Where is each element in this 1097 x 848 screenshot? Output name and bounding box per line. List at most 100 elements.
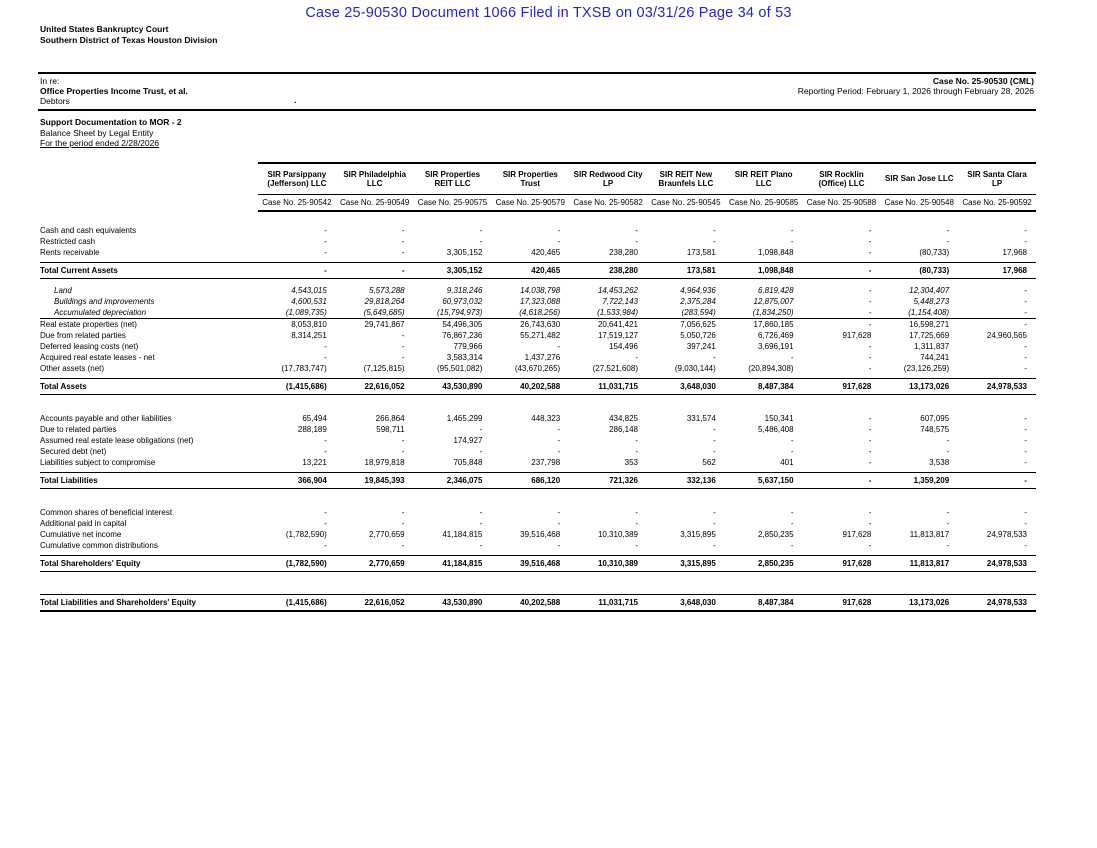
cell-value: 7,056,625 bbox=[680, 320, 716, 329]
cell-value: - bbox=[868, 447, 872, 456]
row-label: Other assets (net) bbox=[40, 364, 105, 373]
table-row: Deferred leasing costs (net) - - 779,966 - 15… bbox=[40, 341, 1036, 352]
cell-value: - bbox=[868, 248, 872, 257]
entity-cases-row: Case No. 25-90542 Case No. 25-90549 Case N… bbox=[258, 195, 1036, 210]
cell-value: - bbox=[790, 447, 794, 456]
row-label: Accumulated depreciation bbox=[54, 308, 147, 317]
cell-value: 721,326 bbox=[609, 476, 638, 485]
cell-value: 41,184,815 bbox=[442, 559, 483, 568]
table-row: Acquired real estate leases - net - - 3,583… bbox=[40, 352, 1036, 363]
row-label: Accounts payable and other liabilities bbox=[40, 414, 172, 423]
cell-value: - bbox=[946, 226, 950, 235]
cell-value: - bbox=[479, 519, 483, 528]
cell-value: 3,648,030 bbox=[680, 598, 716, 607]
cell-value: - bbox=[557, 226, 561, 235]
cell-value: - bbox=[1024, 353, 1027, 362]
debtors-label: Debtors bbox=[40, 96, 70, 106]
cell-value: (1,834,250) bbox=[752, 308, 794, 317]
row-label: Assumed real estate lease obligations (n… bbox=[40, 436, 194, 445]
cell-value: - bbox=[401, 237, 405, 246]
row-label: Land bbox=[54, 286, 72, 295]
cell-value: - bbox=[1024, 342, 1027, 351]
cell-value: 10,310,389 bbox=[597, 559, 638, 568]
cell-value: 1,465,299 bbox=[446, 414, 483, 423]
cell-value: 17,968 bbox=[1002, 266, 1027, 275]
row-label: Rents receivable bbox=[40, 248, 100, 257]
cell-value: - bbox=[635, 508, 638, 517]
cell-value: - bbox=[790, 226, 794, 235]
cell-value: 20,641,421 bbox=[597, 320, 638, 329]
cell-value: - bbox=[1024, 297, 1027, 306]
cell-value: 22,616,052 bbox=[364, 382, 405, 391]
cell-value: (27,521,608) bbox=[592, 364, 638, 373]
entity-name-header: SIR REIT New Braunfels LLC bbox=[658, 169, 714, 189]
in-re-label: In re: bbox=[40, 76, 60, 86]
cell-value: - bbox=[713, 425, 716, 434]
court-name: United States Bankruptcy Court bbox=[40, 24, 169, 34]
row-label: Total Liabilities and Shareholders' Equi… bbox=[40, 598, 197, 607]
court-filing-stamp: Case 25-90530 Document 1066 Filed in TXS… bbox=[305, 5, 792, 21]
cell-value: (80,733) bbox=[919, 266, 950, 275]
table-body: Cash and cash equivalents - - - - - - - - - - Restr… bbox=[40, 225, 1036, 612]
cell-value: - bbox=[713, 237, 716, 246]
entity-name-header: SIR Santa Clara LP bbox=[967, 169, 1027, 189]
table-row: Other assets (net) (17,783,747) (7,125,815… bbox=[40, 363, 1036, 374]
table-row: Rents receivable - - 3,305,152 420,465 238,28… bbox=[40, 247, 1036, 258]
table-row: Secured debt (net) - - - - - - - - - - bbox=[40, 446, 1036, 457]
cell-value: (43,670,265) bbox=[514, 364, 561, 373]
cell-value: 12,304,407 bbox=[909, 286, 950, 295]
cell-value: 9,318,246 bbox=[446, 286, 483, 295]
case-number: Case No. 25-90530 (CML) bbox=[932, 76, 1034, 86]
cell-value: 17,519,127 bbox=[597, 331, 638, 340]
cell-value: 917,628 bbox=[842, 530, 872, 539]
cell-value: - bbox=[324, 248, 327, 257]
cell-value: - bbox=[635, 541, 638, 550]
cell-value: - bbox=[324, 508, 327, 517]
cell-value: - bbox=[635, 226, 638, 235]
court-header: United States Bankruptcy Court Southern … bbox=[40, 24, 217, 45]
cell-value: 331,574 bbox=[686, 414, 716, 423]
table-row: Additional paid in capital - - - - - - - - - - bbox=[40, 518, 1036, 529]
cell-value: 40,202,588 bbox=[520, 598, 561, 607]
cell-value: - bbox=[713, 447, 716, 456]
cell-value: - bbox=[1024, 237, 1027, 246]
row-label: Secured debt (net) bbox=[40, 447, 107, 456]
entity-case-number: Case No. 25-90575 bbox=[417, 198, 488, 207]
table-row: Total Shareholders' Equity (1,782,590) 2,7… bbox=[40, 555, 1036, 572]
cell-value: 24,978,533 bbox=[986, 559, 1027, 568]
cell-value: 26,743,630 bbox=[520, 320, 561, 329]
cell-value: - bbox=[401, 519, 405, 528]
entity-case-number: Case No. 25-90585 bbox=[728, 198, 799, 207]
table-row: Common shares of beneficial interest - - - -… bbox=[40, 507, 1036, 518]
balance-sheet-table: SIR Parsippany (Jefferson) LLC SIR Philad… bbox=[40, 162, 1036, 612]
cell-value: 11,813,817 bbox=[909, 559, 950, 568]
entity-case-number: Case No. 25-90549 bbox=[340, 198, 410, 207]
cell-value: - bbox=[635, 237, 638, 246]
cell-value: (1,782,590) bbox=[285, 559, 327, 568]
cell-value: (23,126,259) bbox=[903, 364, 950, 373]
cell-value: - bbox=[635, 519, 638, 528]
cell-value: - bbox=[479, 508, 483, 517]
cell-value: - bbox=[868, 508, 872, 517]
cell-value: 286,148 bbox=[609, 425, 638, 434]
cell-value: - bbox=[1024, 447, 1027, 456]
cell-value: - bbox=[1024, 476, 1027, 485]
row-label: Buildings and improvements bbox=[54, 297, 155, 306]
cell-value: 54,496,305 bbox=[442, 320, 483, 329]
cell-value: - bbox=[401, 226, 405, 235]
cell-value: 8,314,251 bbox=[291, 331, 327, 340]
cell-value: 11,031,715 bbox=[598, 598, 638, 607]
row-label: Cumulative net income bbox=[40, 530, 122, 539]
cell-value: - bbox=[790, 353, 794, 362]
entity-name-header: SIR Parsippany (Jefferson) LLC bbox=[267, 169, 327, 189]
cell-value: 2,375,284 bbox=[680, 297, 716, 306]
cell-value: - bbox=[946, 436, 950, 445]
entity-name-header: SIR San Jose LLC bbox=[885, 174, 954, 184]
cell-value: - bbox=[1024, 425, 1027, 434]
table-row: Total Assets (1,415,686) 22,616,052 43,530,… bbox=[40, 378, 1036, 395]
row-label: Cash and cash equivalents bbox=[40, 226, 137, 235]
cell-value: - bbox=[790, 237, 794, 246]
cell-value: 3,648,030 bbox=[680, 382, 716, 391]
cell-value: 10,310,389 bbox=[597, 530, 638, 539]
